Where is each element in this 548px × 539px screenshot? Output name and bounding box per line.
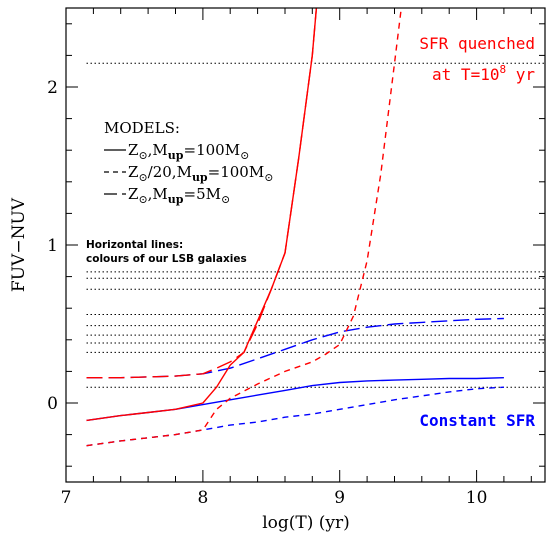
series-line-constant-short-dashed [86,386,504,447]
tick-labels: 7 8 9 10 0 1 2 [47,78,487,508]
quenched-annotation-2: at T=108 yr [432,63,535,84]
series-line-quenched-long-dashed [86,7,318,379]
x-tick-label: 9 [334,488,345,508]
plot-content [86,7,545,447]
legend-entry-1: Z⊙,Mup=100M⊙ [128,141,249,162]
legend-entry-3: Z⊙,Mup=5M⊙ [128,185,230,206]
x-tick-label: 8 [197,488,208,508]
legend-title: MODELS: [104,119,180,137]
series-line-quenched-short-dashed [86,7,402,447]
constant-sfr-annotation: Constant SFR [419,411,535,430]
legend: MODELS: Z⊙,Mup=100M⊙ Z⊙/20,Mup=100M⊙ Z⊙,… [104,119,273,206]
y-axis-label: FUV−NUV [9,197,29,292]
quenched-annotation-suffix: yr [506,65,535,84]
plot-frame [65,7,546,483]
horizontal-lines-label-2: colours of our LSB galaxies [86,253,247,265]
series-line-quenched-solid [86,7,318,422]
y-tick-label: 0 [47,394,58,414]
legend-entry-2: Z⊙/20,Mup=100M⊙ [128,163,273,184]
x-tick-label: 10 [466,488,488,508]
y-tick-label: 2 [47,78,58,98]
series-line-constant-long-dashed [86,317,504,379]
quenched-annotation-prefix: at T=10 [432,65,499,84]
quenched-annotation-exp: 8 [499,63,506,76]
x-tick-label: 7 [61,488,72,508]
x-axis-label: log(T) (yr) [262,513,350,533]
y-tick-label: 1 [47,236,58,256]
horizontal-lines-label-1: Horizontal lines: [86,239,183,251]
quenched-annotation-1: SFR quenched [419,34,535,53]
